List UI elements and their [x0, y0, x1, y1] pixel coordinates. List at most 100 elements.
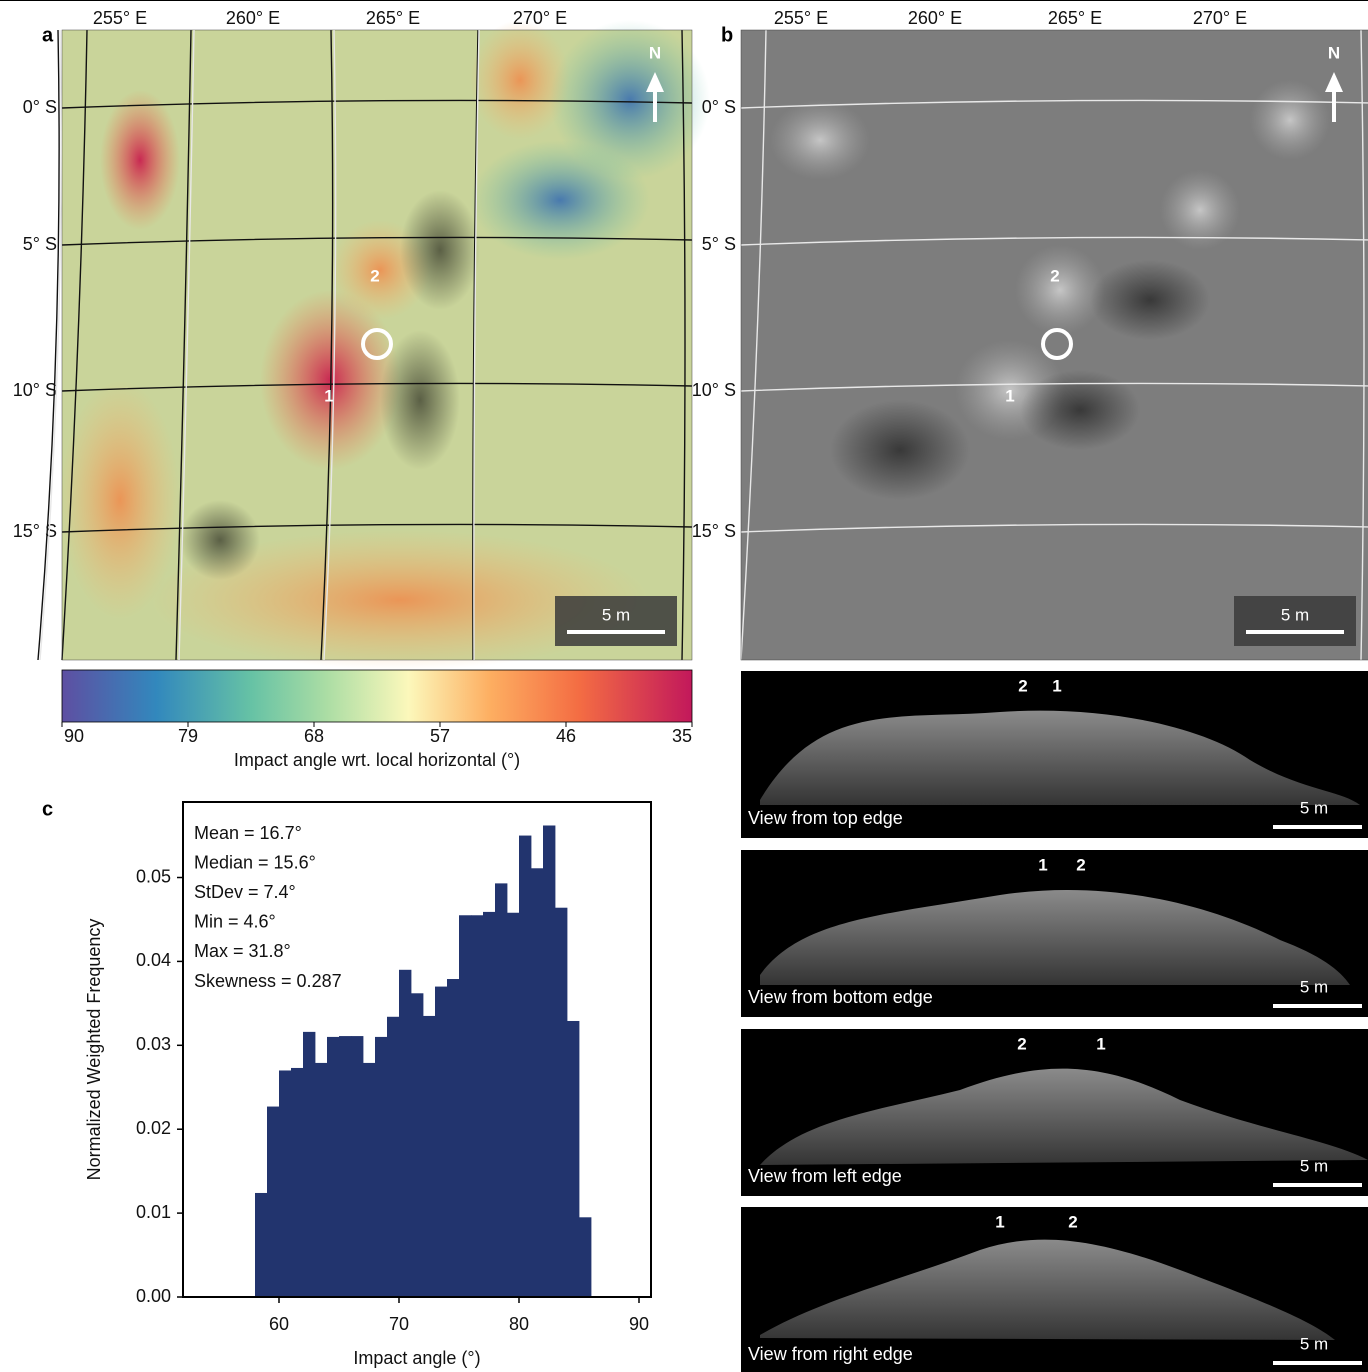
histogram-bar — [471, 915, 484, 1297]
meridian — [178, 29, 195, 661]
longitude-label: 260° E — [908, 8, 962, 28]
scale-label: 5 m — [1300, 1156, 1328, 1175]
feature-label: 2 — [370, 266, 379, 285]
histogram-bar — [315, 1062, 328, 1297]
impact-site — [1041, 328, 1073, 360]
histogram-bar — [351, 1036, 364, 1297]
shade — [380, 330, 460, 470]
histogram-bar — [555, 907, 568, 1297]
parallel — [61, 523, 693, 533]
colorbar-tick-label: 35 — [672, 726, 692, 746]
x-tick-label: 60 — [269, 1314, 289, 1334]
histogram-bar — [435, 986, 448, 1297]
feature-label: 2 — [1068, 1212, 1077, 1231]
histogram-bar — [411, 993, 424, 1297]
parallel — [740, 236, 1368, 246]
meridian — [472, 29, 479, 661]
shade — [470, 20, 570, 140]
colorbar-tick-label: 57 — [430, 726, 450, 746]
feature-label: 1 — [1005, 386, 1014, 405]
view-caption: View from bottom edge — [748, 987, 933, 1007]
panel-label: a — [42, 24, 54, 46]
scale-label: 5 m — [1300, 1334, 1328, 1353]
feature-label: 1 — [1038, 855, 1047, 874]
histogram-bar — [399, 969, 412, 1297]
panel-label: f — [748, 1034, 755, 1056]
boulder — [770, 100, 870, 180]
feature-label: 2 — [1076, 855, 1085, 874]
view-caption: View from top edge — [748, 808, 903, 828]
parallel — [740, 523, 1368, 533]
north-label: N — [649, 43, 661, 62]
statistic: Min = 4.6° — [194, 912, 276, 932]
parallel — [61, 382, 693, 392]
north-label: N — [1328, 43, 1340, 62]
histogram-bar — [387, 1016, 400, 1297]
meridian — [175, 29, 192, 661]
scale-label: 5 m — [1300, 798, 1328, 817]
histogram-bar — [567, 1020, 580, 1297]
histogram-bar — [579, 1217, 592, 1297]
colorbar-tick-label: 68 — [304, 726, 324, 746]
colorbar-title: Impact angle wrt. local horizontal (°) — [234, 750, 520, 770]
terrain-silhouette — [760, 1239, 1335, 1340]
terrain-silhouette — [760, 710, 1360, 805]
panel-label: g — [748, 1212, 760, 1234]
feature-label: 1 — [995, 1212, 1004, 1231]
colorbar — [61, 669, 693, 723]
histogram-bar — [267, 1106, 280, 1297]
feature-label: 2 — [1050, 266, 1059, 285]
shadow — [1090, 260, 1210, 340]
latitude-label: 0° S — [23, 97, 57, 117]
meridian — [320, 29, 334, 661]
boulder — [1160, 170, 1240, 250]
y-tick-label: 0.00 — [136, 1286, 171, 1306]
parallel — [61, 236, 693, 246]
panel-label: d — [748, 676, 760, 698]
north-arrowhead — [646, 72, 664, 92]
histogram-bar — [339, 1036, 352, 1297]
colorbar-tick-label: 46 — [556, 726, 576, 746]
histogram-bar — [495, 883, 508, 1297]
histogram-bar — [255, 1192, 268, 1297]
meridian — [323, 29, 337, 661]
histogram-bar — [363, 1062, 376, 1297]
shade — [100, 90, 180, 230]
meridian — [37, 29, 60, 661]
x-tick-label: 90 — [629, 1314, 649, 1334]
histogram-bar — [291, 1067, 304, 1297]
statistic: StDev = 7.4° — [194, 882, 296, 902]
panel-label: e — [748, 855, 759, 877]
scale-box — [1234, 596, 1356, 646]
colorbar-tick-label: 79 — [178, 726, 198, 746]
histogram-bar — [507, 912, 520, 1297]
shadow — [1020, 370, 1140, 450]
boulder — [1015, 245, 1105, 335]
latitude-label: 15° S — [692, 521, 736, 541]
latitude-label: 0° S — [702, 97, 736, 117]
histogram-bar — [279, 1070, 292, 1297]
latitude-label: 5° S — [702, 234, 736, 254]
x-axis-label: Impact angle (°) — [353, 1348, 480, 1368]
histogram-bar — [531, 868, 544, 1297]
shadow — [830, 400, 970, 500]
terrain-silhouette — [760, 890, 1350, 985]
y-tick-label: 0.03 — [136, 1034, 171, 1054]
meridian — [740, 29, 767, 661]
meridian — [39, 29, 62, 661]
y-tick-label: 0.04 — [136, 950, 171, 970]
statistic: Skewness = 0.287 — [194, 971, 342, 991]
feature-label: 1 — [324, 386, 333, 405]
map-frame — [61, 29, 693, 661]
plot-frame — [182, 801, 652, 1298]
north-arrowhead — [1325, 72, 1343, 92]
histogram-bar — [543, 825, 556, 1297]
shade — [150, 530, 650, 670]
y-tick-label: 0.05 — [136, 866, 171, 886]
shade — [400, 190, 480, 310]
histogram-bar — [327, 1036, 340, 1297]
y-axis-label: Normalized Weighted Frequency — [84, 919, 104, 1181]
feature-label: 1 — [1096, 1034, 1105, 1053]
longitude-label: 265° E — [1048, 8, 1102, 28]
